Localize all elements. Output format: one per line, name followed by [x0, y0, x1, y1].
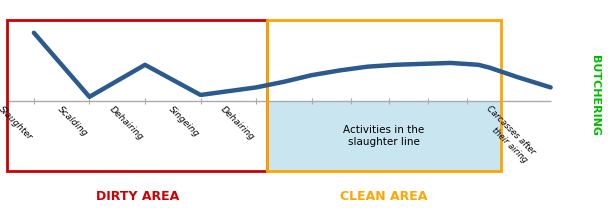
- Text: Carcasses after
their airing: Carcasses after their airing: [477, 105, 537, 164]
- Bar: [7, 20, 267, 171]
- Text: DIRTY AREA: DIRTY AREA: [96, 190, 179, 203]
- Bar: [267, 20, 501, 171]
- Text: CLEAN AREA: CLEAN AREA: [340, 190, 428, 203]
- Text: Activities in the
slaughter line: Activities in the slaughter line: [343, 125, 425, 147]
- Text: BUTCHERING: BUTCHERING: [590, 55, 600, 136]
- Bar: [267, 101, 501, 171]
- Text: Dehairing: Dehairing: [219, 105, 256, 142]
- Text: Slaughter: Slaughter: [0, 105, 34, 142]
- Text: Singeing: Singeing: [167, 105, 201, 139]
- Text: Dehairing: Dehairing: [107, 105, 145, 142]
- Text: Scalding: Scalding: [56, 105, 90, 138]
